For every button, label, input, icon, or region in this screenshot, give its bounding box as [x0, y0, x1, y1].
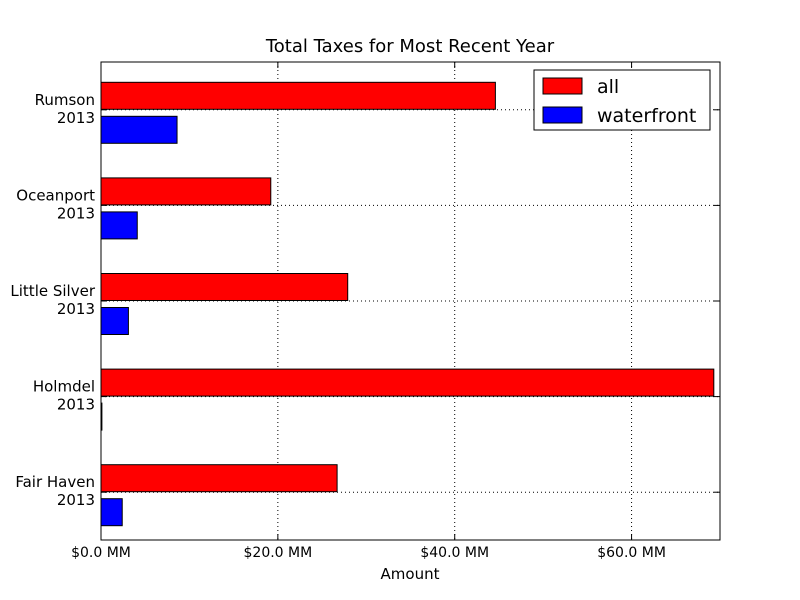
y-tick-label-line-4-1: 2013	[57, 109, 95, 127]
y-tick-label-line-1-1: 2013	[57, 396, 95, 414]
bar-waterfront-4	[100, 115, 178, 144]
bar-all-4	[100, 81, 496, 110]
chart-title: Total Taxes for Most Recent Year	[265, 36, 555, 57]
x-tick-label-1: $20.0 MM	[244, 545, 313, 561]
legend-swatch-waterfront	[542, 106, 583, 124]
labels-layer: $0.0 MM $20.0 MM $40.0 MM $60.0 MM Fair Have…	[10, 91, 666, 561]
y-tick-label-line-1-0: Holmdel	[33, 378, 95, 396]
x-tick-label-0: $0.0 MM	[71, 545, 131, 561]
y-tick-label-3: Oceanport 2013	[16, 186, 95, 222]
y-tick-label-1: Holmdel 2013	[33, 378, 95, 414]
y-tick-label-line-3-1: 2013	[57, 204, 95, 222]
x-tick-label-3: $60.0 MM	[597, 545, 666, 561]
bar-all-2	[100, 273, 349, 301]
x-tick-label-2: $40.0 MM	[420, 545, 489, 561]
y-tick-label-line-3-0: Oceanport	[16, 186, 95, 204]
y-tick-label-line-2-0: Little Silver	[10, 282, 95, 300]
axes-layer	[100, 61, 721, 541]
legend-label-waterfront: waterfront	[597, 105, 696, 127]
bar-waterfront-2	[100, 307, 129, 335]
bar-waterfront-3	[100, 211, 138, 240]
y-tick-label-4: Rumson 2013	[35, 91, 95, 127]
y-tick-label-line-0-1: 2013	[57, 491, 95, 509]
legend-swatch-all	[542, 77, 583, 95]
y-tick-label-line-0-0: Fair Haven	[15, 473, 95, 491]
legend-label-all: all	[597, 76, 619, 98]
y-tick-label-2: Little Silver 2013	[10, 282, 95, 318]
y-tick-label-line-4-0: Rumson	[35, 91, 95, 109]
bar-waterfront-0	[100, 498, 123, 527]
bars-layer	[100, 81, 715, 527]
y-tick-label-0: Fair Haven 2013	[15, 473, 95, 509]
y-tick-label-line-2-1: 2013	[57, 300, 95, 318]
bar-all-0	[100, 464, 338, 493]
bar-all-3	[100, 177, 272, 206]
x-axis-label: Amount	[381, 565, 440, 583]
bar-all-1	[100, 368, 715, 397]
legend: all waterfront	[533, 69, 711, 131]
